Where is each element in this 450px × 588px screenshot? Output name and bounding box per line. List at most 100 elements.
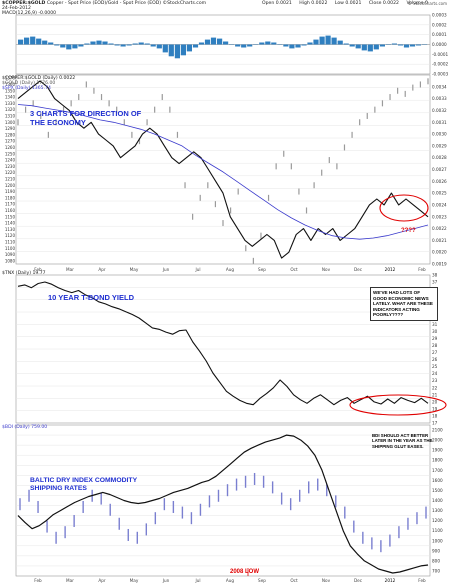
spx-tick: 1160 xyxy=(5,208,16,213)
histogram-bar xyxy=(24,38,29,45)
month-label-bottom: Nov xyxy=(322,578,331,583)
histogram-bar xyxy=(416,45,421,46)
bdi-note-annotation: BDI SHOULD ACT BETTER LATER IN THE YEAR … xyxy=(372,433,438,449)
histogram-bar xyxy=(295,45,300,48)
histogram-bar xyxy=(241,45,246,48)
tnx-tick: 38 xyxy=(432,273,438,278)
bdi-legend: $BDI (Daily) 759.00 xyxy=(2,425,47,430)
histogram-bar xyxy=(66,45,71,50)
histogram-bar xyxy=(163,45,168,53)
spx-tick: 1130 xyxy=(5,227,16,232)
spx-tick: 1260 xyxy=(5,145,16,150)
spx-tick: 1290 xyxy=(5,126,16,131)
open-value: Open 0.0021 xyxy=(262,1,292,6)
tnx-legend: $TNX (Daily) 19.77 xyxy=(2,271,46,276)
month-label-bottom: Oct xyxy=(290,578,298,583)
macd-tick: 0.0002 xyxy=(432,22,447,27)
low-2008-annotation: 2008 LOW xyxy=(230,569,259,575)
close-value: Close 0.0022 xyxy=(369,1,399,6)
histogram-bar xyxy=(404,45,409,48)
economy-annotation: 3 CHARTS FOR DIRECTION OF THE ECONOMY xyxy=(30,110,150,127)
ratio-tick: 0.0033 xyxy=(432,96,447,101)
histogram-bar xyxy=(42,41,47,45)
spx-tick: 1150 xyxy=(5,214,16,219)
tnx-tick: 26 xyxy=(432,357,438,362)
histogram-bar xyxy=(54,45,59,46)
histogram-bar xyxy=(338,41,343,45)
spx-tick: 1140 xyxy=(5,221,16,226)
month-label: Jul xyxy=(194,267,200,272)
ratio-tick: 0.0025 xyxy=(432,191,447,196)
tnx-tick: 31 xyxy=(432,322,438,327)
bdi-tick: 900 xyxy=(432,548,440,553)
ratio-tick: 0.0027 xyxy=(432,167,447,172)
ratio-tick: 0.0022 xyxy=(432,226,447,231)
histogram-bar xyxy=(175,45,180,59)
tnx-tick: 37 xyxy=(432,280,438,285)
histogram-bar xyxy=(84,44,89,45)
spx-tick: 1310 xyxy=(5,113,16,118)
tnx-tick: 29 xyxy=(432,336,438,341)
tbond-annotation: 10 YEAR T-BOND YIELD xyxy=(48,293,134,302)
spx-tick: 1320 xyxy=(5,107,16,112)
month-label-bottom: Feb xyxy=(418,578,426,583)
histogram-bar xyxy=(247,45,252,47)
month-label: Nov xyxy=(322,267,331,272)
tnx-tick: 28 xyxy=(432,343,438,348)
spx-tick: 1100 xyxy=(5,246,16,251)
histogram-bar xyxy=(350,45,355,47)
histogram-bar xyxy=(193,45,198,48)
question-marks-annotation: ???? xyxy=(401,228,416,234)
tnx-tick: 23 xyxy=(432,378,438,383)
baltic-annotation: BALTIC DRY INDEX COMMODITY SHIPPING RATE… xyxy=(30,477,138,493)
histogram-bar xyxy=(223,42,228,45)
ratio-tick: 0.0019 xyxy=(432,262,447,267)
spx-legend: $SPX (Daily) 1365.74 xyxy=(2,86,51,91)
histogram-bar xyxy=(320,37,325,45)
histogram-bar xyxy=(96,41,101,45)
spx-tick: 1190 xyxy=(5,189,16,194)
spx-tick: 1090 xyxy=(5,252,16,257)
low-value: Low 0.0021 xyxy=(335,1,362,6)
spx-tick: 1110 xyxy=(5,239,16,244)
histogram-bar xyxy=(48,43,53,45)
histogram-bar xyxy=(313,40,318,45)
histogram-bar xyxy=(30,37,35,45)
histogram-bar xyxy=(145,44,150,45)
ratio-tick: 0.0024 xyxy=(432,202,447,207)
spx-tick: 1200 xyxy=(5,183,16,188)
spx-tick: 1080 xyxy=(5,258,16,263)
histogram-bar xyxy=(211,38,216,45)
month-label-bottom: Mar xyxy=(66,578,74,583)
histogram-bar xyxy=(181,45,186,56)
ratio-tick: 0.0030 xyxy=(432,132,447,137)
tnx-tick: 20 xyxy=(432,399,438,404)
ratio-tick: 0.0029 xyxy=(432,143,447,148)
histogram-bar xyxy=(72,45,77,49)
ratio-tick: 0.0020 xyxy=(432,250,447,255)
tnx-tick: 30 xyxy=(432,329,438,334)
month-label-bottom: Apr xyxy=(98,578,106,583)
ratio-tick: 0.0031 xyxy=(432,120,447,125)
month-label: Dec xyxy=(354,267,363,272)
spx-tick: 1220 xyxy=(5,170,16,175)
spx-tick: 1280 xyxy=(5,132,16,137)
histogram-bar xyxy=(265,42,270,45)
histogram-bar xyxy=(380,45,385,47)
histogram-bar xyxy=(199,43,204,45)
bdi-tick: 1500 xyxy=(432,488,443,493)
spx-tick: 1120 xyxy=(5,233,16,238)
spx-tick: 1340 xyxy=(5,95,16,100)
bdi-tick: 1100 xyxy=(432,528,443,533)
histogram-bar xyxy=(374,45,379,50)
bdi-tick: 800 xyxy=(432,558,440,563)
ratio-tick: 0.0023 xyxy=(432,214,447,219)
histogram-bar xyxy=(169,45,174,57)
bdi-tick: 1600 xyxy=(432,478,443,483)
macd-legend: MACD(12,26,9) -0.0000 xyxy=(2,11,56,16)
copper-gold-panel xyxy=(16,75,430,264)
spx-tick: 1180 xyxy=(5,195,16,200)
high-value: High 0.0022 xyxy=(299,1,327,6)
histogram-bar xyxy=(115,45,120,46)
tnx-tick: 17 xyxy=(432,421,438,426)
